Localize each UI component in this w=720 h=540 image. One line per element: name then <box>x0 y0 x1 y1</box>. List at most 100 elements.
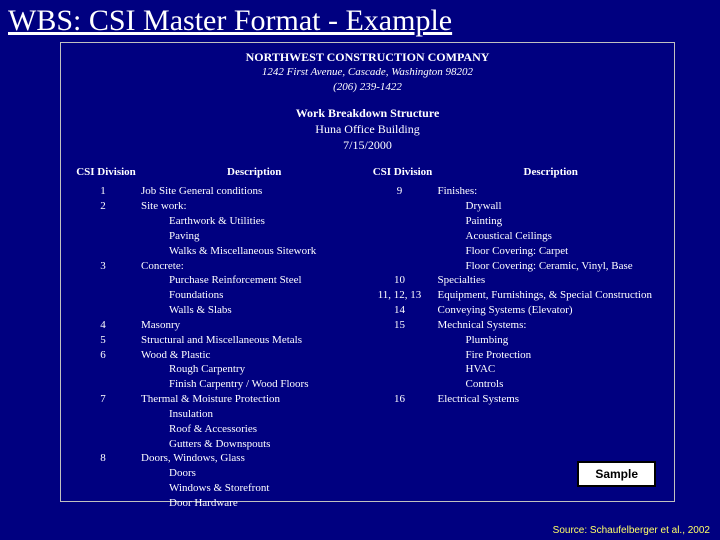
table-row: 6Wood & Plastic <box>71 348 368 363</box>
table-row: Walls & Slabs <box>71 303 368 318</box>
table-row: Windows & Storefront <box>71 481 368 496</box>
cell-division <box>368 244 438 259</box>
table-row: 2Site work: <box>71 199 368 214</box>
cell-division: 6 <box>71 348 141 363</box>
cell-description: Gutters & Downspouts <box>141 437 368 452</box>
cell-division <box>71 466 141 481</box>
right-column: CSI Division Description 9Finishes:Drywa… <box>368 165 665 510</box>
cell-description: Site work: <box>141 199 368 214</box>
table-row: Doors <box>71 466 368 481</box>
company-name: NORTHWEST CONSTRUCTION COMPANY <box>71 49 664 65</box>
header-description: Description <box>141 165 368 180</box>
table-row: Drywall <box>368 199 665 214</box>
cell-description: Thermal & Moisture Protection <box>141 392 368 407</box>
company-phone: (206) 239-1422 <box>71 80 664 95</box>
table-row: Earthwork & Utilities <box>71 214 368 229</box>
table-row: Door Hardware <box>71 496 368 511</box>
cell-division <box>71 288 141 303</box>
cell-division <box>368 229 438 244</box>
table-row: 7Thermal & Moisture Protection <box>71 392 368 407</box>
cell-description: Painting <box>438 214 665 229</box>
left-column: CSI Division Description 1Job Site Gener… <box>71 165 368 510</box>
wbs-heading: Work Breakdown Structure <box>71 105 664 121</box>
slide-title: WBS: CSI Master Format - Example <box>0 0 720 40</box>
cell-division: 11, 12, 13 <box>368 288 438 303</box>
cell-description: Paving <box>141 229 368 244</box>
cell-description: Floor Covering: Ceramic, Vinyl, Base <box>438 259 665 274</box>
table-row: Insulation <box>71 407 368 422</box>
table-row: HVAC <box>368 362 665 377</box>
source-citation: Source: Schaufelberger et al., 2002 <box>553 525 710 536</box>
cell-description: Earthwork & Utilities <box>141 214 368 229</box>
right-rows: 9Finishes:DrywallPaintingAcoustical Ceil… <box>368 184 665 407</box>
table-row: 11, 12, 13Equipment, Furnishings, & Spec… <box>368 288 665 303</box>
cell-division <box>71 362 141 377</box>
cell-division <box>368 362 438 377</box>
content-box: NORTHWEST CONSTRUCTION COMPANY 1242 Firs… <box>60 42 675 502</box>
cell-description: Doors <box>141 466 368 481</box>
cell-description: Specialties <box>438 273 665 288</box>
cell-division <box>71 303 141 318</box>
cell-description: Drywall <box>438 199 665 214</box>
table-row: 1Job Site General conditions <box>71 184 368 199</box>
cell-description: Finishes: <box>438 184 665 199</box>
cell-description: Wood & Plastic <box>141 348 368 363</box>
cell-division: 8 <box>71 451 141 466</box>
table-row: 15Mechnical Systems: <box>368 318 665 333</box>
cell-description: Structural and Miscellaneous Metals <box>141 333 368 348</box>
cell-description: Rough Carpentry <box>141 362 368 377</box>
cell-description: Electrical Systems <box>438 392 665 407</box>
table-row: Controls <box>368 377 665 392</box>
table-row: Plumbing <box>368 333 665 348</box>
table-row: 3Concrete: <box>71 259 368 274</box>
table-row: 9Finishes: <box>368 184 665 199</box>
cell-division <box>71 481 141 496</box>
cell-description: Purchase Reinforcement Steel <box>141 273 368 288</box>
cell-description: Door Hardware <box>141 496 368 511</box>
table-row: Finish Carpentry / Wood Floors <box>71 377 368 392</box>
cell-description: Walks & Miscellaneous Sitework <box>141 244 368 259</box>
cell-division: 5 <box>71 333 141 348</box>
cell-division <box>71 229 141 244</box>
table-row: Gutters & Downspouts <box>71 437 368 452</box>
cell-description: Masonry <box>141 318 368 333</box>
cell-division <box>71 496 141 511</box>
cell-division: 4 <box>71 318 141 333</box>
table-row: Paving <box>71 229 368 244</box>
table-row: Floor Covering: Ceramic, Vinyl, Base <box>368 259 665 274</box>
table-row: Fire Protection <box>368 348 665 363</box>
wbs-date: 7/15/2000 <box>71 137 664 153</box>
table-row: 4Masonry <box>71 318 368 333</box>
wbs-table: CSI Division Description 1Job Site Gener… <box>71 165 664 510</box>
table-row: 5Structural and Miscellaneous Metals <box>71 333 368 348</box>
cell-description: Equipment, Furnishings, & Special Constr… <box>438 288 665 303</box>
cell-division <box>71 377 141 392</box>
cell-description: Fire Protection <box>438 348 665 363</box>
cell-division: 14 <box>368 303 438 318</box>
cell-division <box>368 333 438 348</box>
cell-division <box>71 422 141 437</box>
table-row: Rough Carpentry <box>71 362 368 377</box>
cell-description: Foundations <box>141 288 368 303</box>
table-row: 8Doors, Windows, Glass <box>71 451 368 466</box>
cell-description: Conveying Systems (Elevator) <box>438 303 665 318</box>
table-row: 10Specialties <box>368 273 665 288</box>
wbs-project: Huna Office Building <box>71 121 664 137</box>
cell-division <box>71 437 141 452</box>
cell-description: Roof & Accessories <box>141 422 368 437</box>
cell-division: 9 <box>368 184 438 199</box>
table-row: 16Electrical Systems <box>368 392 665 407</box>
table-row: Purchase Reinforcement Steel <box>71 273 368 288</box>
cell-division <box>368 377 438 392</box>
cell-division <box>368 348 438 363</box>
sample-badge: Sample <box>577 461 656 487</box>
table-row: Acoustical Ceilings <box>368 229 665 244</box>
header-division: CSI Division <box>71 165 141 180</box>
cell-description: Plumbing <box>438 333 665 348</box>
cell-description: Mechnical Systems: <box>438 318 665 333</box>
cell-division <box>368 214 438 229</box>
cell-description: Concrete: <box>141 259 368 274</box>
cell-division: 10 <box>368 273 438 288</box>
cell-division: 16 <box>368 392 438 407</box>
company-header: NORTHWEST CONSTRUCTION COMPANY 1242 Firs… <box>71 49 664 95</box>
